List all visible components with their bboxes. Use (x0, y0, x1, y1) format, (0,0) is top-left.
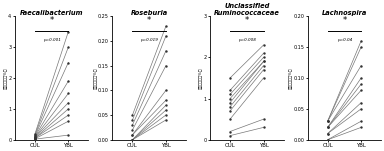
Point (65, 114, 71, 116)
Point (129, 134, 136, 136)
Point (324, 120, 331, 122)
Title: Faecalibacterium: Faecalibacterium (20, 10, 83, 16)
Y-axis label: 相対的割合（%）: 相対的割合（%） (93, 67, 97, 89)
Text: *: * (147, 16, 151, 25)
Point (163, 64, 169, 67)
Point (32, 135, 38, 137)
Point (227, 134, 233, 137)
Point (260, 118, 266, 120)
Point (32, 134, 38, 136)
Y-axis label: 相対的割合（%）: 相対的割合（%） (198, 67, 202, 89)
Text: *: * (245, 16, 249, 25)
Point (163, 99, 169, 101)
Point (358, 126, 364, 129)
Title: Roseburia: Roseburia (131, 10, 168, 16)
Point (32, 137, 38, 139)
Point (358, 77, 364, 79)
Point (129, 119, 136, 121)
Point (324, 126, 331, 129)
Point (260, 60, 266, 63)
Point (358, 120, 364, 122)
Point (227, 93, 233, 96)
Point (260, 69, 266, 71)
Point (358, 64, 364, 67)
Point (32, 135, 38, 138)
Point (65, 108, 71, 110)
Point (358, 101, 364, 104)
Point (324, 120, 331, 122)
Point (32, 133, 38, 135)
Point (65, 61, 71, 64)
Point (129, 138, 136, 141)
Point (32, 136, 38, 138)
Point (260, 56, 266, 59)
Point (65, 92, 71, 95)
Point (227, 89, 233, 92)
Point (227, 97, 233, 100)
Point (163, 109, 169, 111)
Point (324, 132, 331, 135)
Point (163, 35, 169, 37)
Point (358, 108, 364, 110)
Point (163, 119, 169, 121)
Point (129, 124, 136, 126)
Point (65, 80, 71, 82)
Point (163, 114, 169, 116)
Point (358, 83, 364, 85)
Point (260, 77, 266, 79)
Point (32, 138, 38, 140)
Text: *: * (342, 16, 346, 25)
Text: *: * (50, 16, 54, 25)
Point (163, 104, 169, 106)
Point (32, 138, 38, 140)
Point (227, 118, 233, 120)
Point (227, 110, 233, 112)
Point (65, 120, 71, 122)
Point (324, 120, 331, 122)
Y-axis label: 相対的割合（%）: 相対的割合（%） (3, 67, 7, 89)
Point (129, 134, 136, 136)
Point (260, 126, 266, 129)
Point (227, 106, 233, 108)
Point (32, 136, 38, 139)
Point (260, 44, 266, 46)
Point (324, 132, 331, 135)
Y-axis label: 相対的割合（%）: 相対的割合（%） (288, 67, 292, 89)
Point (163, 89, 169, 92)
Point (227, 77, 233, 79)
Text: p=0.008: p=0.008 (238, 38, 256, 42)
Point (163, 25, 169, 27)
Point (260, 52, 266, 55)
Point (324, 126, 331, 129)
Point (129, 138, 136, 141)
Point (32, 137, 38, 139)
Point (129, 138, 136, 141)
Point (65, 101, 71, 104)
Point (358, 46, 364, 48)
Point (129, 114, 136, 116)
Point (324, 138, 331, 141)
Point (227, 101, 233, 104)
Text: p=0.019: p=0.019 (140, 38, 158, 42)
Point (260, 64, 266, 67)
Title: Lachnospira: Lachnospira (322, 10, 367, 16)
Point (129, 129, 136, 131)
Text: p=0.001: p=0.001 (43, 38, 61, 42)
Point (324, 138, 331, 141)
Point (129, 138, 136, 141)
Point (65, 134, 71, 136)
Point (65, 46, 71, 48)
Point (260, 60, 266, 63)
Text: p=0.04: p=0.04 (337, 38, 352, 42)
Point (358, 40, 364, 42)
Title: Unclassified
Ruminococcaceae: Unclassified Ruminococcaceae (214, 3, 280, 16)
Point (358, 89, 364, 92)
Point (163, 50, 169, 52)
Point (324, 126, 331, 129)
Point (65, 30, 71, 33)
Point (227, 130, 233, 133)
